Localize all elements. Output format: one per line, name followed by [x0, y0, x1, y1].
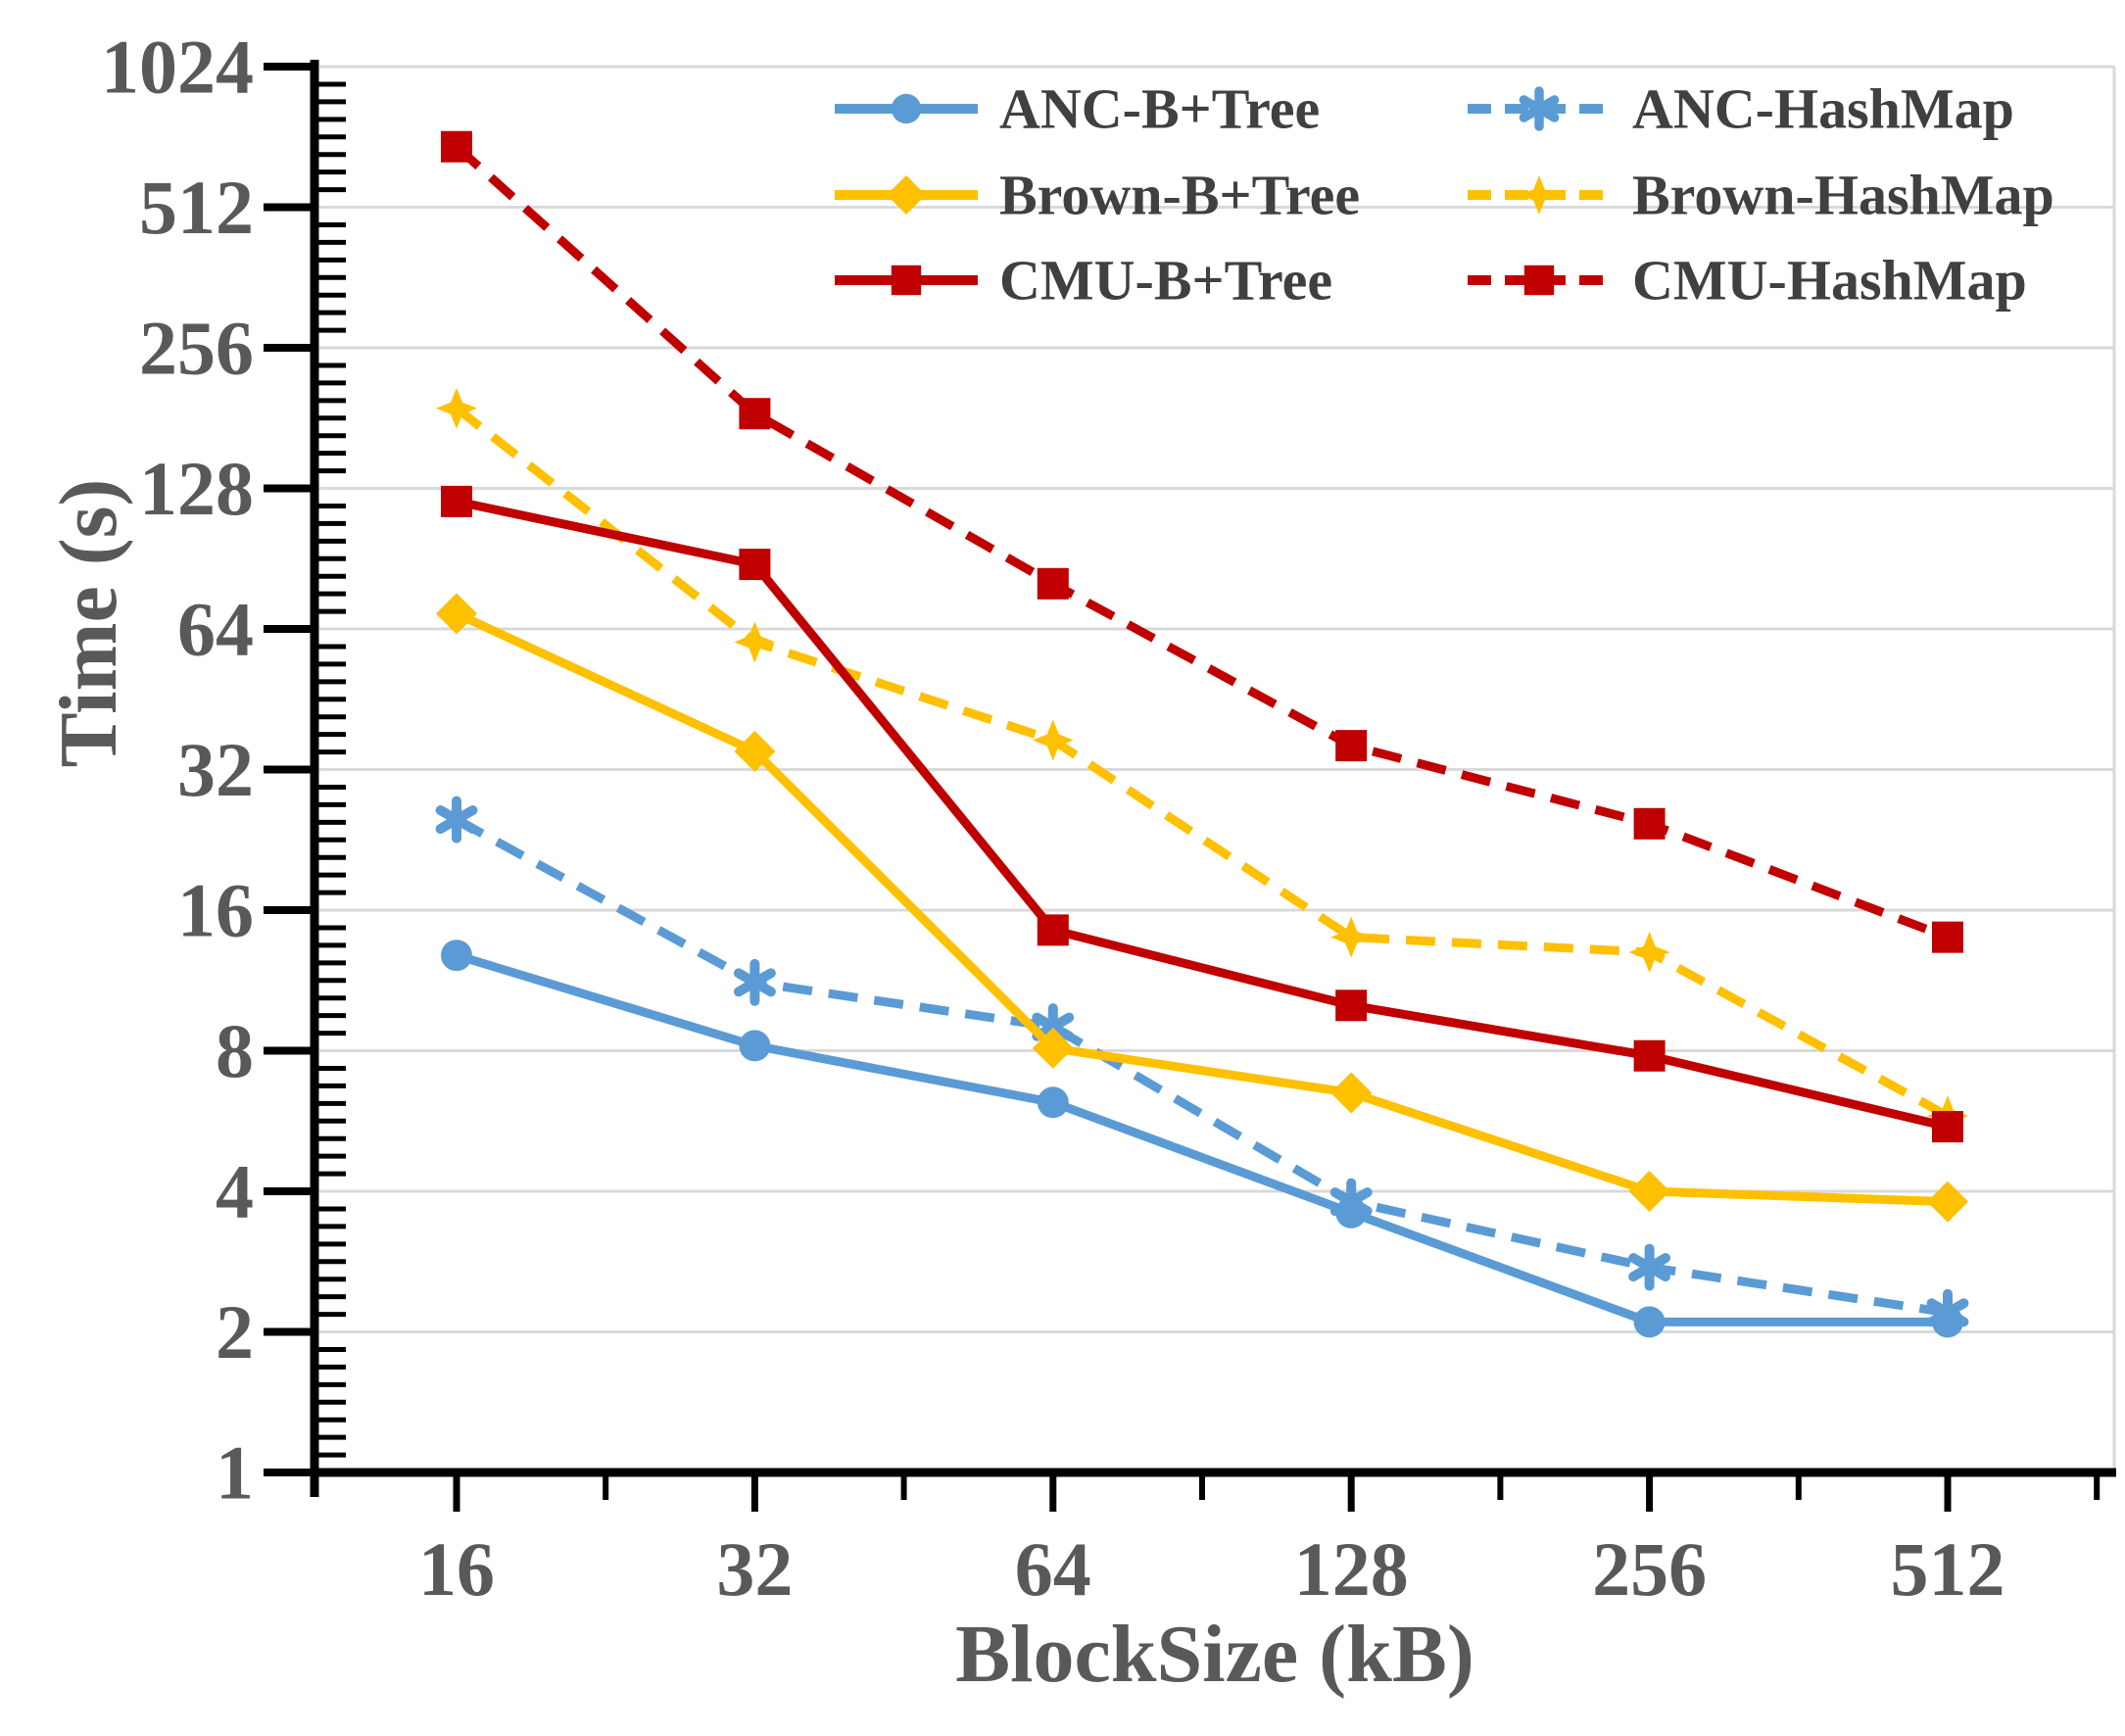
square-marker	[1932, 1111, 1963, 1143]
square-marker	[1523, 265, 1555, 296]
line-chart-figure: 1 2 4 8 16 32 64 128 256 512 1024 16 32 64 128 256 512 A…	[39, 16, 2125, 1720]
diamond-marker	[734, 730, 776, 772]
series-line	[453, 143, 1950, 941]
star4-marker	[436, 387, 477, 429]
star4-marker	[1330, 916, 1373, 958]
series-cmu-b-tree	[441, 485, 1963, 1143]
star4-marker	[734, 621, 776, 663]
y-tick-label: 512	[139, 165, 254, 250]
gridlines	[319, 65, 2116, 1472]
y-tick-label: 1024	[101, 24, 254, 110]
circle-marker	[1633, 1306, 1666, 1338]
legend-label: CMU-HashMap	[1632, 249, 2027, 313]
x-tick-label: 16	[418, 1526, 495, 1612]
y-tick-label: 1	[216, 1430, 254, 1516]
series-line	[455, 609, 1949, 1207]
diamond-marker	[887, 175, 926, 215]
star6-marker	[1519, 86, 1560, 131]
y-tick-label: 16	[177, 868, 254, 953]
legend-label: CMU-B+Tree	[999, 249, 1332, 313]
diamond-marker	[1032, 1027, 1074, 1069]
y-tick-label: 256	[139, 306, 254, 391]
diamond-marker	[1628, 1171, 1670, 1212]
series-line	[454, 815, 1949, 1318]
circle-marker	[1335, 1196, 1368, 1229]
x-tick-label: 64	[1015, 1526, 1091, 1612]
diamond-marker	[1330, 1072, 1373, 1114]
time-vs-blocksize-chart: 1 2 4 8 16 32 64 128 256 512 1024 16 32 64 128 256 512 A…	[43, 24, 2116, 1700]
square-marker	[1633, 1039, 1666, 1072]
circle-marker	[1037, 1086, 1069, 1119]
square-marker	[891, 265, 922, 296]
square-marker	[1932, 921, 1963, 953]
square-marker	[1037, 914, 1069, 946]
square-marker	[1037, 567, 1069, 600]
legend-item-anc-b-tree: ANC-B+Tree	[835, 77, 1320, 141]
series-line	[456, 497, 1950, 1132]
x-axis-title: BlockSize (kB)	[955, 1609, 1474, 1700]
series-brown-b-tree	[436, 593, 1968, 1223]
legend-item-brown-hashmap: Brown-HashMap	[1468, 164, 2054, 227]
series-line	[455, 950, 1948, 1326]
star6-center	[1531, 101, 1547, 117]
star4-marker	[1032, 719, 1074, 761]
square-marker	[441, 130, 472, 163]
legend-label: ANC-B+Tree	[999, 77, 1320, 141]
x-tick-label: 32	[716, 1526, 793, 1612]
series-anc-b-tree	[441, 940, 1963, 1338]
diamond-marker	[436, 593, 477, 635]
y-tick-label: 128	[139, 446, 254, 531]
series-line	[454, 405, 1951, 1121]
star6-center	[747, 974, 763, 990]
y-axis-title: Time (s)	[43, 479, 134, 768]
legend-item-anc-hashmap: ANC-HashMap	[1468, 77, 2014, 141]
circle-marker	[891, 93, 922, 124]
diamond-marker	[1927, 1181, 1968, 1223]
y-tick-label: 2	[216, 1289, 254, 1374]
legend-item-brown-b-tree: Brown-B+Tree	[835, 164, 1360, 227]
square-marker	[1335, 989, 1368, 1022]
circle-marker	[1932, 1306, 1963, 1338]
star4-marker	[1520, 175, 1559, 215]
series-cmu-hashmap	[441, 130, 1963, 953]
y-tick-label: 4	[216, 1149, 254, 1234]
square-marker	[1633, 807, 1666, 840]
star6-center	[449, 811, 464, 828]
legend-label: Brown-HashMap	[1632, 164, 2054, 227]
star6-center	[1044, 1019, 1061, 1036]
square-marker	[441, 485, 472, 517]
data-series	[435, 130, 1969, 1338]
star4-marker	[1628, 931, 1670, 973]
axes: 1 2 4 8 16 32 64 128 256 512 1024 16 32 64 128 256 512	[101, 24, 2116, 1612]
series-brown-hashmap	[436, 387, 1968, 1137]
star6-marker	[733, 958, 776, 1006]
x-tick-label: 512	[1891, 1526, 2005, 1612]
star6-marker	[435, 796, 478, 844]
square-marker	[739, 549, 771, 581]
legend: ANC-B+Tree ANC-HashMap Brown-B+Tree Brown-H…	[835, 77, 2054, 313]
y-tick-label: 8	[216, 1008, 254, 1093]
star6-center	[1641, 1259, 1658, 1276]
circle-marker	[739, 1030, 771, 1062]
circle-marker	[441, 940, 472, 972]
square-marker	[739, 398, 771, 430]
legend-label: Brown-B+Tree	[999, 164, 1360, 227]
star6-marker	[1628, 1243, 1671, 1291]
x-tick-label: 128	[1294, 1526, 1409, 1612]
legend-label: ANC-HashMap	[1632, 77, 2014, 141]
y-tick-label: 64	[177, 587, 254, 672]
y-tick-label: 32	[177, 727, 254, 812]
square-marker	[1335, 730, 1368, 762]
legend-item-cmu-b-tree: CMU-B+Tree	[835, 249, 1332, 313]
legend-item-cmu-hashmap: CMU-HashMap	[1468, 249, 2027, 313]
x-tick-label: 256	[1592, 1526, 1707, 1612]
